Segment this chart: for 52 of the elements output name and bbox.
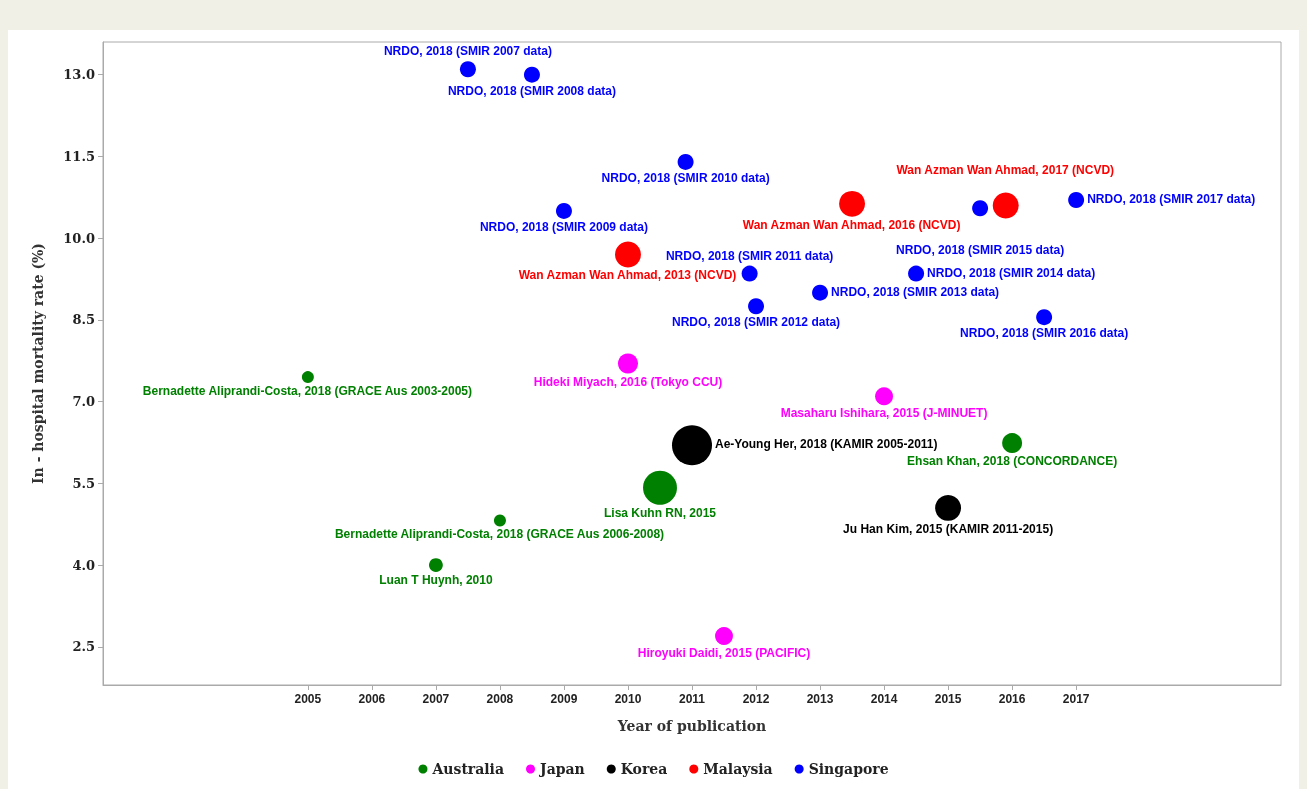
annotation: Bernadette Aliprandi-Costa, 2018 (GRACE Aus 2006-2008) xyxy=(334,527,665,542)
x-axis-title: Year of publication xyxy=(616,718,767,734)
annotation: Wan Azman Wan Ahmad, 2016 (NCVD) xyxy=(742,217,961,232)
annotation: NRDO, 2018 (SMIR 2012 data) xyxy=(671,315,841,330)
y-tick-label: 10.0 xyxy=(63,230,95,246)
y-tick-label: 2.5 xyxy=(72,639,95,655)
y-tick-label: 5.5 xyxy=(72,475,95,491)
legend-label: Japan xyxy=(538,761,585,777)
annotation: NRDO, 2018 (SMIR 2007 data) xyxy=(383,44,552,59)
annotation: Lisa Kuhn RN, 2015 xyxy=(603,505,717,520)
annotation: NRDO, 2018 (SMIR 2009 data) xyxy=(479,219,648,234)
x-tick-label: 2007 xyxy=(422,692,450,706)
x-tick-label: 2013 xyxy=(806,692,834,706)
annotation: NRDO, 2018 (SMIR 2015 data) xyxy=(896,243,1065,258)
legend-label: Singapore xyxy=(808,761,889,777)
x-tick-label: 2008 xyxy=(486,692,514,706)
annotation: Ehsan Khan, 2018 (CONCORDANCE) xyxy=(907,454,1118,469)
y-tick-label: 13.0 xyxy=(63,67,95,83)
annotation: NRDO, 2018 (SMIR 2017 data) xyxy=(1087,192,1256,207)
annotation: Bernadette Aliprandi-Costa, 2018 (GRACE Aus 2003-2005) xyxy=(142,384,473,399)
x-tick-label: 2017 xyxy=(1062,692,1090,706)
y-axis-title: In - hospital mortality rate (%) xyxy=(30,243,46,484)
x-tick-label: 2012 xyxy=(742,692,770,706)
x-tick-label: 2006 xyxy=(358,692,386,706)
annotation: Wan Azman Wan Ahmad, 2017 (NCVD) xyxy=(896,162,1115,177)
y-tick-label: 11.5 xyxy=(63,148,95,164)
annotation: Wan Azman Wan Ahmad, 2013 (NCVD) xyxy=(518,268,737,283)
x-tick-label: 2014 xyxy=(870,692,898,706)
annotation: Masaharu Ishihara, 2015 (J-MINUET) xyxy=(780,406,988,421)
legend-label: Australia xyxy=(431,761,505,777)
annotation: Luan T Huynh, 2010 xyxy=(379,573,493,588)
y-tick-label: 7.0 xyxy=(72,394,95,410)
x-tick-label: 2015 xyxy=(934,692,962,706)
annotation: Ae-Young Her, 2018 (KAMIR 2005-2011) xyxy=(715,437,938,452)
annotation: Hideki Miyach, 2016 (Tokyo CCU) xyxy=(533,374,723,389)
x-tick-label: 2010 xyxy=(614,692,642,706)
annotation: NRDO, 2018 (SMIR 2010 data) xyxy=(601,170,770,185)
annotation: NRDO, 2018 (SMIR 2008 data) xyxy=(447,83,616,98)
x-tick-label: 2016 xyxy=(998,692,1026,706)
annotation: NRDO, 2018 (SMIR 2013 data) xyxy=(831,284,1000,299)
x-tick-label: 2005 xyxy=(294,692,322,706)
annotation: NRDO, 2018 (SMIR 2016 data) xyxy=(960,326,1129,341)
legend-label: Malaysia xyxy=(703,761,773,777)
y-tick-label: 8.5 xyxy=(72,312,95,328)
x-tick-label: 2011 xyxy=(678,692,706,706)
annotation: NRDO, 2018 (SMIR 2011 data) xyxy=(665,248,834,263)
x-tick-label: 2009 xyxy=(550,692,578,706)
annotation: NRDO, 2018 (SMIR 2014 data) xyxy=(927,265,1096,280)
annotation: Hiroyuki Daidi, 2015 (PACIFIC) xyxy=(637,645,811,660)
legend-label: Korea xyxy=(620,761,668,777)
y-tick-label: 4.0 xyxy=(72,557,95,573)
annotation: Ju Han Kim, 2015 (KAMIR 2011-2015) xyxy=(843,521,1054,536)
